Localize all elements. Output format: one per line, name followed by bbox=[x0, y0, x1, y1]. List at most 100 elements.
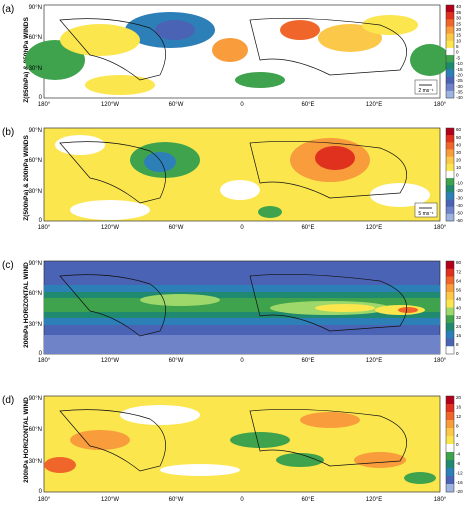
colorbar-swatch bbox=[446, 404, 454, 413]
colorbar-swatch bbox=[446, 12, 454, 20]
colorbar-swatch bbox=[446, 452, 454, 461]
lon-tick: 120°W bbox=[101, 102, 119, 108]
lat-tick: 90°N bbox=[29, 396, 42, 402]
colorbar-swatch bbox=[446, 178, 454, 186]
colorbar-swatch bbox=[446, 276, 454, 285]
colorbar-swatch bbox=[446, 307, 454, 316]
colorbar-swatch bbox=[446, 436, 454, 445]
colorbar-tick-label: 32 bbox=[456, 315, 462, 320]
colorbar-swatch bbox=[446, 476, 454, 485]
lon-tick: 120°E bbox=[366, 102, 382, 108]
panel-b-side-label: Z(500hPa) & 200hPa WINDS bbox=[23, 135, 30, 221]
colorbar-tick-label: 56 bbox=[456, 288, 462, 293]
colorbar-swatch bbox=[446, 76, 454, 84]
panel-c-side-label: 200hPa HORIZONTAL WIND bbox=[23, 262, 30, 348]
ref-vector-label: 5 ms⁻¹ bbox=[418, 211, 433, 217]
lat-tick: 60°N bbox=[29, 158, 42, 164]
colorbar-tick-label: 5 bbox=[456, 44, 459, 49]
colorbar-tick-label: -25 bbox=[456, 78, 463, 83]
lon-tick: 0 bbox=[240, 497, 244, 503]
colorbar-swatch bbox=[446, 83, 454, 92]
colorbar-tick-label: 0 bbox=[456, 173, 459, 178]
colorbar-frame bbox=[445, 395, 455, 493]
colorbar-tick-label: -10 bbox=[456, 180, 463, 185]
colorbar-tick-label: 64 bbox=[456, 278, 462, 283]
lon-tick: 60°E bbox=[301, 358, 314, 364]
panel-b-ref-vector: 5 ms⁻¹ bbox=[414, 202, 438, 218]
colorbar-swatch bbox=[446, 135, 454, 143]
colorbar-tick-label: -10 bbox=[456, 61, 463, 66]
panel-c-map bbox=[43, 260, 441, 355]
colorbar-tick-label: -4 bbox=[456, 452, 461, 457]
colorbar-swatch bbox=[446, 213, 454, 222]
colorbar-tick-label: -20 bbox=[456, 188, 463, 193]
colorbar-tick-label: -30 bbox=[456, 84, 463, 89]
panel-b: (b) Z(500hPa) & 200hPa WINDS 90°N 60°N 3… bbox=[2, 127, 463, 231]
colorbar-tick-label: 0 bbox=[456, 442, 459, 447]
colorbar-tick-label: 50 bbox=[456, 135, 462, 140]
colorbar-tick-label: 35 bbox=[456, 10, 462, 15]
colorbar-tick-label: -8 bbox=[456, 461, 461, 466]
colorbar-swatch bbox=[446, 444, 454, 453]
lon-tick: 120°E bbox=[366, 225, 382, 231]
lon-tick: 60°W bbox=[169, 225, 184, 231]
panel-b-colorbar: 60 50 40 30 20 10 0 -10 -20 -30 -40 -50 -60 bbox=[445, 127, 463, 223]
colorbar-tick-label: -20 bbox=[456, 72, 463, 77]
panel-d: (d) 200hPa HORIZONTAL WIND 90°N 60°N 30°… bbox=[2, 395, 463, 503]
lon-tick: 60°E bbox=[301, 225, 314, 231]
lon-tick: 180° bbox=[38, 358, 51, 364]
lat-tick: 30°N bbox=[29, 189, 42, 195]
colorbar-swatch bbox=[446, 47, 454, 56]
lon-tick: 180° bbox=[434, 497, 447, 503]
colorbar-tick-label: 40 bbox=[456, 4, 462, 9]
colorbar-tick-label: 10 bbox=[456, 38, 462, 43]
panel-b-lat-ticks: 90°N 60°N 30°N 0 bbox=[29, 128, 43, 224]
lon-tick: 180° bbox=[434, 358, 447, 364]
colorbar-tick-label: 40 bbox=[456, 306, 462, 311]
colorbar-tick-label: 24 bbox=[456, 324, 462, 329]
lon-tick: 60°E bbox=[301, 497, 314, 503]
colorbar-swatch bbox=[446, 55, 454, 63]
panel-a: (a) Z(850hPa) & 850hPa WINDS 90°N 60°N 3… bbox=[2, 4, 463, 108]
lat-tick: 0 bbox=[39, 95, 43, 101]
colorbar-swatch bbox=[446, 156, 454, 165]
lon-tick: 180° bbox=[38, 102, 51, 108]
panel-d-map bbox=[43, 395, 441, 493]
colorbar-swatch bbox=[446, 163, 454, 172]
panel-c: (c) 200hPa HORIZONTAL WIND 90°N 60°N 30°… bbox=[2, 260, 462, 364]
colorbar-swatch bbox=[446, 199, 454, 207]
colorbar-swatch bbox=[446, 261, 454, 270]
colorbar-swatch bbox=[446, 268, 454, 277]
colorbar-tick-label: 16 bbox=[456, 333, 462, 338]
lon-tick: 0 bbox=[240, 358, 244, 364]
lat-tick: 0 bbox=[39, 218, 43, 224]
panel-d-letter: (d) bbox=[2, 395, 14, 406]
colorbar-tick-label: 40 bbox=[456, 142, 462, 147]
colorbar-tick-label: -5 bbox=[456, 55, 461, 60]
colorbar-swatch bbox=[446, 192, 454, 200]
lat-tick: 0 bbox=[39, 489, 43, 495]
lon-tick: 120°W bbox=[101, 358, 119, 364]
colorbar-tick-label: 0 bbox=[456, 50, 459, 55]
colorbar-swatch bbox=[446, 420, 454, 429]
colorbar-tick-label: 25 bbox=[456, 21, 462, 26]
panel-c-lon-ticks: 180° 120°W 60°W 0 60°E 120°E 180° bbox=[38, 358, 447, 364]
colorbar-tick-label: -15 bbox=[456, 67, 463, 72]
panel-a-lat-ticks: 90°N 60°N 30°N 0 bbox=[29, 5, 43, 101]
lon-tick: 120°W bbox=[101, 497, 119, 503]
lat-tick: 30°N bbox=[29, 322, 42, 328]
colorbar-tick-label: -40 bbox=[456, 95, 463, 100]
colorbar-swatch bbox=[446, 428, 454, 437]
lat-tick: 30°N bbox=[29, 66, 42, 72]
lat-tick: 90°N bbox=[29, 5, 42, 11]
panel-d-side-label: 200hPa HORIZONTAL WIND bbox=[23, 397, 30, 483]
lon-tick: 60°E bbox=[301, 102, 314, 108]
lat-tick: 60°N bbox=[29, 291, 42, 297]
colorbar-tick-label: 20 bbox=[456, 395, 462, 400]
lon-tick: 180° bbox=[38, 225, 51, 231]
colorbar-swatch bbox=[446, 149, 454, 157]
colorbar-tick-label: 80 bbox=[456, 260, 462, 265]
colorbar-swatch bbox=[446, 90, 454, 99]
